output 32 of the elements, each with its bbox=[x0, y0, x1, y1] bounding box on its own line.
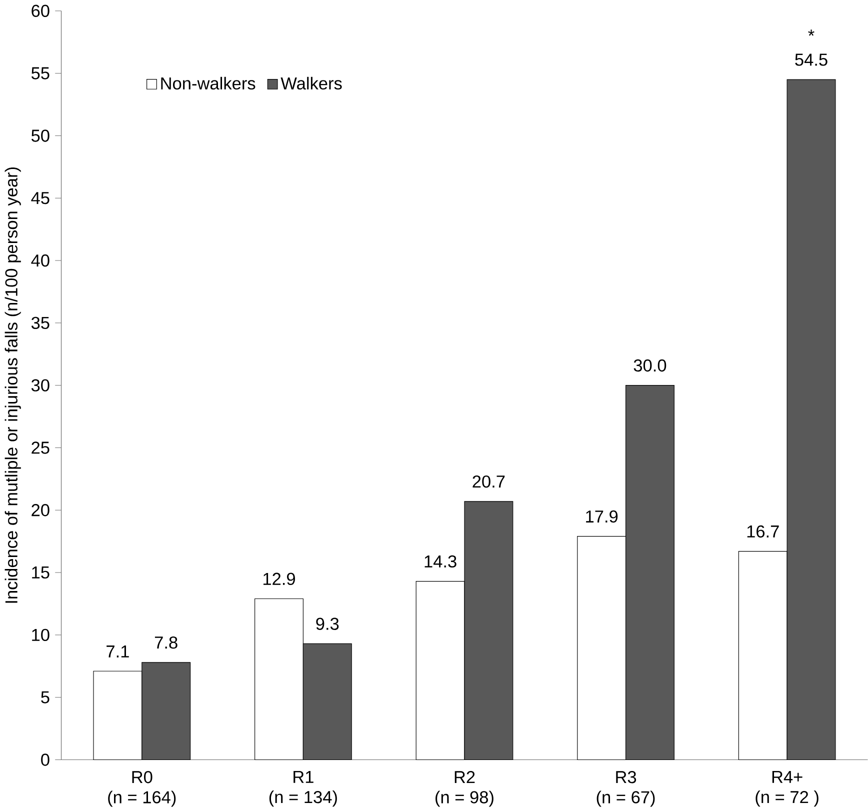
y-tick-label: 60 bbox=[32, 4, 50, 18]
data-label: 7.8 bbox=[154, 636, 178, 649]
data-label: 30.0 bbox=[634, 360, 666, 372]
y-tick-label: 35 bbox=[31, 317, 50, 330]
legend-label: Non-walkers bbox=[161, 77, 256, 90]
y-tick-label: 55 bbox=[31, 67, 50, 80]
y-tick-label: 10 bbox=[32, 629, 50, 642]
y-tick-label: 5 bbox=[41, 692, 50, 704]
x-tick-label: R0 (n = 164) bbox=[108, 771, 176, 807]
y-tick-label: 30 bbox=[31, 379, 50, 392]
x-tick-label: R4+ (n = 72 ) bbox=[756, 771, 818, 807]
x-tick-label: R3 (n = 67) bbox=[596, 771, 655, 807]
data-label: 16.7 bbox=[747, 526, 779, 538]
annotation: * bbox=[808, 30, 814, 36]
data-label: 54.5 bbox=[795, 54, 828, 66]
x-tick-label: R2 (n = 98) bbox=[436, 771, 494, 807]
y-tick-label: 15 bbox=[32, 566, 50, 579]
data-label: 12.9 bbox=[263, 573, 295, 586]
y-axis-title: Incidence of mutliple or injurious falls (n/100 person year) bbox=[4, 168, 21, 603]
data-label: 14.3 bbox=[424, 556, 456, 568]
y-tick-label: 0 bbox=[41, 754, 50, 766]
data-label: 20.7 bbox=[472, 476, 505, 488]
y-tick-label: 20 bbox=[32, 504, 50, 516]
data-label: 7.1 bbox=[106, 646, 129, 658]
legend-label: Walkers bbox=[280, 77, 342, 90]
y-tick-label: 45 bbox=[31, 192, 50, 204]
x-tick-label: R1 (n = 134) bbox=[269, 771, 337, 807]
data-label: 17.9 bbox=[586, 510, 618, 523]
data-label: 9.3 bbox=[316, 618, 339, 630]
y-tick-label: 25 bbox=[32, 442, 50, 454]
y-tick-label: 50 bbox=[31, 130, 50, 142]
y-tick-label: 40 bbox=[31, 254, 50, 267]
